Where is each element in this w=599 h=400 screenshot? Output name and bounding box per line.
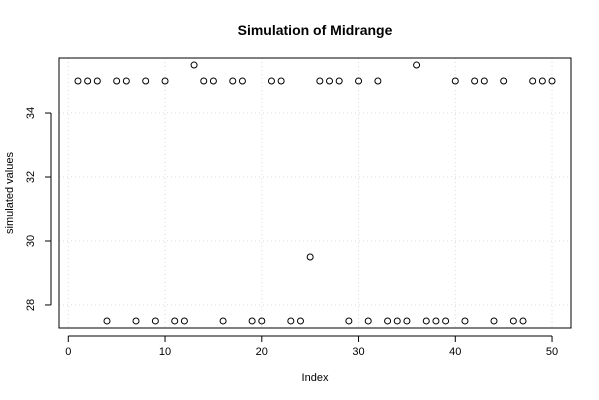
- data-point: [219, 317, 227, 325]
- x-tick-label: 30: [352, 346, 364, 358]
- y-tick-label: 28: [25, 299, 37, 311]
- x-tick-label: 0: [65, 346, 71, 358]
- x-axis-label: Index: [302, 372, 329, 384]
- data-point: [374, 77, 382, 85]
- data-point: [509, 317, 517, 325]
- data-point: [432, 317, 440, 325]
- data-point: [345, 317, 353, 325]
- data-point: [171, 317, 179, 325]
- data-point: [190, 61, 198, 69]
- data-point: [209, 77, 217, 85]
- data-point: [238, 77, 246, 85]
- data-point: [122, 77, 130, 85]
- plot-frame: [58, 57, 572, 329]
- data-point: [151, 317, 159, 325]
- data-point: [422, 317, 430, 325]
- data-point: [113, 77, 121, 85]
- data-point: [229, 77, 237, 85]
- y-axis: 28 30 32 34: [25, 107, 52, 311]
- data-point: [326, 77, 334, 85]
- x-tick-label: 40: [449, 346, 461, 358]
- data-point: [248, 317, 256, 325]
- data-point: [258, 317, 266, 325]
- data-point: [306, 253, 314, 261]
- data-point: [548, 77, 556, 85]
- data-point: [316, 77, 324, 85]
- data-point: [180, 317, 188, 325]
- x-tick-label: 20: [256, 346, 268, 358]
- data-point: [384, 317, 392, 325]
- data-point: [296, 317, 304, 325]
- data-point: [355, 77, 363, 85]
- data-point: [461, 317, 469, 325]
- data-point: [393, 317, 401, 325]
- data-point: [451, 77, 459, 85]
- data-point: [103, 317, 111, 325]
- data-point: [132, 317, 140, 325]
- data-point: [142, 77, 150, 85]
- data-point: [538, 77, 546, 85]
- y-tick-label: 34: [25, 107, 37, 119]
- data-point: [74, 77, 82, 85]
- y-tick-label: 32: [25, 171, 37, 183]
- data-point: [519, 317, 527, 325]
- data-point: [490, 317, 498, 325]
- data-point: [161, 77, 169, 85]
- data-point: [413, 61, 421, 69]
- chart-title: Simulation of Midrange: [238, 22, 393, 38]
- data-point: [480, 77, 488, 85]
- data-points: [74, 61, 556, 325]
- data-point: [471, 77, 479, 85]
- data-point: [529, 77, 537, 85]
- data-point: [364, 317, 372, 325]
- data-point: [335, 77, 343, 85]
- data-point: [277, 77, 285, 85]
- data-point: [287, 317, 295, 325]
- data-point: [93, 77, 101, 85]
- grid-lines: [59, 58, 571, 328]
- data-point: [200, 77, 208, 85]
- y-tick-label: 30: [25, 235, 37, 247]
- data-point: [267, 77, 275, 85]
- y-axis-label: simulated values: [4, 152, 16, 234]
- x-axis: 0 10 20 30 40 50: [65, 335, 558, 358]
- x-tick-label: 10: [159, 346, 171, 358]
- x-tick-label: 50: [546, 346, 558, 358]
- data-point: [442, 317, 450, 325]
- data-point: [500, 77, 508, 85]
- data-point: [84, 77, 92, 85]
- data-point: [403, 317, 411, 325]
